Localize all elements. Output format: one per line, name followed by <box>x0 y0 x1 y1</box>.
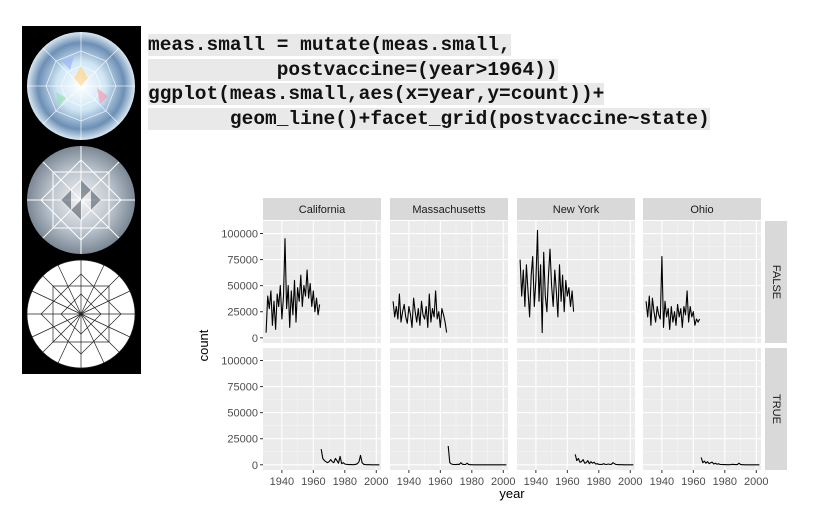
brilliant-diamond-reflector <box>27 146 135 254</box>
facet-panel <box>643 348 761 470</box>
code-line: geom_line()+facet_grid(postvaccine~state… <box>148 107 710 130</box>
y-tick-label: 75000 <box>227 255 258 267</box>
x-axis-title: year <box>499 486 525 501</box>
y-tick-label: 25000 <box>227 307 258 319</box>
facet-strip-massachusetts <box>390 198 508 220</box>
x-tick-label: 1940 <box>397 476 421 488</box>
facet-strip-california <box>263 198 381 220</box>
r-code-block: meas.small = mutate(meas.small, postvacc… <box>148 33 710 131</box>
facet-strip-label: Massachusetts <box>412 204 486 216</box>
series-line-ohio-false <box>645 255 701 330</box>
facet-panel <box>263 348 381 470</box>
x-tick-label: 1940 <box>650 476 674 488</box>
series-line-new-york-true <box>574 454 634 466</box>
brilliant-diamond-line-drawing <box>26 259 136 369</box>
x-tick-label: 1940 <box>524 476 548 488</box>
x-tick-label: 1960 <box>681 476 705 488</box>
facet-strip-ohio <box>643 198 761 220</box>
x-tick-label: 1960 <box>301 476 325 488</box>
y-tick-label: 50000 <box>227 281 258 293</box>
series-line-massachusetts-true <box>447 445 507 466</box>
x-tick-label: 2000 <box>618 476 642 488</box>
y-tick-label: 0 <box>252 333 258 345</box>
x-tick-label: 2000 <box>491 476 515 488</box>
facet-line-chart: California Massachusetts New York Ohio FALSE… <box>196 198 787 501</box>
y-tick-label: 0 <box>252 460 258 472</box>
code-line: meas.small = mutate(meas.small, <box>148 34 511 56</box>
diamond-images-panel <box>22 26 141 374</box>
facet-strip-label: FALSE <box>770 265 782 299</box>
code-line: ggplot(meas.small,aes(x=year,y=count))+ <box>148 83 605 105</box>
facet-strip-false <box>765 221 787 343</box>
facet-strip-label: TRUE <box>770 394 782 424</box>
facet-strip-label: California <box>299 204 346 216</box>
x-tick-label: 2000 <box>744 476 768 488</box>
x-tick-label: 1940 <box>270 476 294 488</box>
x-tick-label: 1980 <box>333 476 357 488</box>
facet-panel <box>263 221 381 343</box>
x-tick-label: 1980 <box>460 476 484 488</box>
x-tick-label: 1960 <box>555 476 579 488</box>
y-tick-label: 100000 <box>221 356 258 368</box>
facet-strip-new-york <box>517 198 635 220</box>
facet-strip-label: Ohio <box>690 204 713 216</box>
y-tick-label: 75000 <box>227 382 258 394</box>
series-line-california-false <box>265 238 321 333</box>
y-tick-label: 100000 <box>221 229 258 241</box>
facet-strip-true <box>765 348 787 470</box>
series-line-massachusetts-false <box>392 290 448 333</box>
x-tick-label: 1980 <box>713 476 737 488</box>
y-tick-label: 25000 <box>227 434 258 446</box>
facet-strip-label: New York <box>553 204 600 216</box>
code-line: postvaccine=(year>1964)) <box>148 58 558 81</box>
facet-panel <box>390 221 508 343</box>
series-line-california-true <box>320 449 380 466</box>
y-axis-title: count <box>196 329 211 361</box>
brilliant-diamond-color <box>27 32 135 140</box>
facet-panel <box>517 348 635 470</box>
x-tick-label: 1980 <box>587 476 611 488</box>
x-tick-label: 2000 <box>364 476 388 488</box>
y-tick-label: 50000 <box>227 408 258 420</box>
series-line-new-york-false <box>519 229 575 334</box>
x-tick-label: 1960 <box>428 476 452 488</box>
series-line-ohio-true <box>700 457 760 466</box>
